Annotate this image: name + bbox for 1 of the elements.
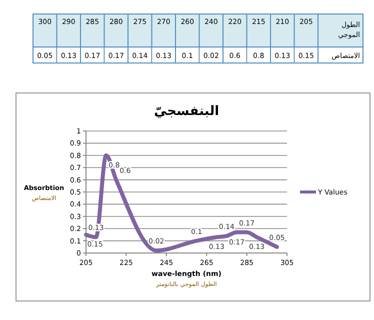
chart-title: البنفسجيّ [154, 104, 220, 119]
